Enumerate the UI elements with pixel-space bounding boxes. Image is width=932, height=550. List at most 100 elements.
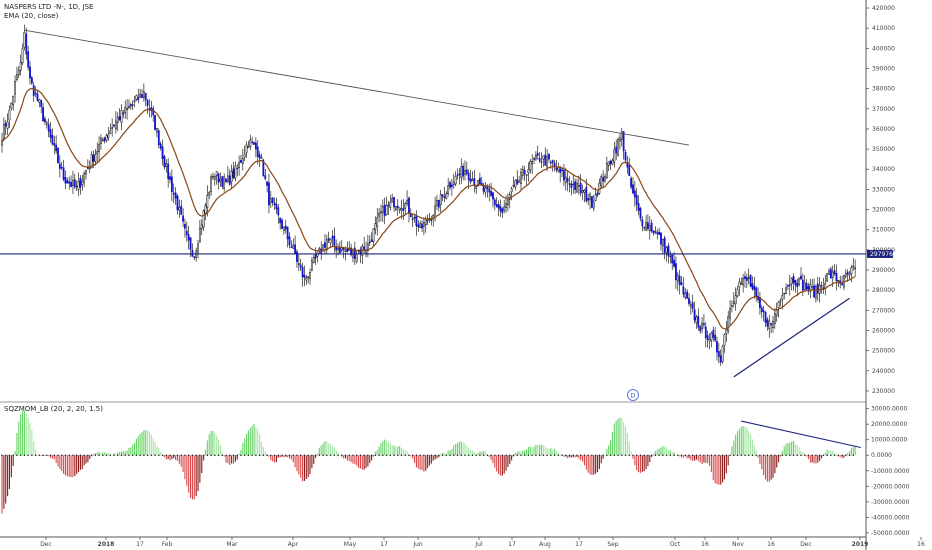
candle[interactable] — [128, 106, 130, 108]
candle[interactable] — [609, 160, 612, 165]
candle[interactable] — [393, 197, 395, 208]
candle[interactable] — [271, 197, 274, 203]
candle[interactable] — [488, 188, 491, 193]
candle[interactable] — [223, 176, 226, 189]
candle[interactable] — [551, 160, 554, 163]
candle[interactable] — [200, 224, 203, 229]
candle[interactable] — [835, 273, 838, 282]
candle[interactable] — [647, 222, 649, 229]
candle[interactable] — [103, 137, 106, 142]
candle[interactable] — [64, 177, 67, 184]
candle[interactable] — [331, 236, 334, 239]
candle[interactable] — [626, 161, 629, 168]
candle[interactable] — [747, 277, 750, 279]
candle[interactable] — [712, 330, 715, 338]
candle[interactable] — [731, 305, 733, 307]
candle[interactable] — [544, 154, 547, 166]
candle[interactable] — [383, 204, 386, 217]
candle[interactable] — [637, 203, 640, 211]
candle[interactable] — [548, 153, 550, 160]
candle[interactable] — [852, 265, 855, 268]
candle[interactable] — [144, 93, 147, 101]
candle[interactable] — [260, 157, 263, 159]
candle[interactable] — [561, 169, 563, 172]
candle[interactable] — [75, 185, 78, 188]
candle[interactable] — [279, 217, 282, 224]
candle[interactable] — [170, 176, 173, 192]
candle[interactable] — [533, 158, 535, 160]
candle[interactable] — [262, 159, 265, 177]
candle[interactable] — [680, 282, 683, 286]
candle[interactable] — [307, 276, 310, 279]
candle[interactable] — [850, 267, 853, 275]
candle[interactable] — [240, 159, 242, 163]
candle[interactable] — [495, 204, 498, 207]
candle[interactable] — [86, 167, 89, 169]
candle[interactable] — [174, 192, 177, 199]
candle[interactable] — [822, 287, 825, 289]
candle[interactable] — [507, 199, 509, 206]
candle[interactable] — [600, 176, 603, 187]
candle[interactable] — [676, 274, 679, 282]
candle[interactable] — [828, 270, 830, 275]
candle[interactable] — [656, 232, 659, 235]
candle[interactable] — [605, 162, 608, 179]
candle[interactable] — [370, 239, 373, 243]
candle[interactable] — [815, 285, 817, 299]
candle[interactable] — [348, 249, 351, 251]
candle[interactable] — [449, 182, 451, 188]
candle[interactable] — [159, 143, 162, 149]
candle[interactable] — [141, 94, 143, 98]
candle[interactable] — [759, 297, 761, 309]
candle[interactable] — [620, 131, 623, 140]
candle[interactable] — [717, 351, 720, 357]
candle[interactable] — [327, 238, 330, 241]
candle[interactable] — [249, 139, 252, 147]
candle[interactable] — [204, 205, 207, 214]
candle[interactable] — [535, 154, 537, 160]
candle[interactable] — [169, 176, 171, 180]
candle[interactable] — [505, 203, 507, 208]
candle[interactable] — [499, 206, 502, 212]
candle[interactable] — [611, 159, 614, 165]
candle[interactable] — [135, 95, 138, 100]
candle[interactable] — [12, 95, 15, 106]
candle[interactable] — [79, 177, 82, 188]
candle[interactable] — [305, 277, 308, 281]
candle[interactable] — [689, 304, 692, 307]
candle[interactable] — [437, 199, 440, 208]
candle[interactable] — [324, 242, 326, 248]
candle[interactable] — [374, 223, 377, 230]
candle[interactable] — [346, 248, 349, 252]
candle[interactable] — [697, 316, 700, 328]
candle[interactable] — [798, 277, 801, 286]
candle[interactable] — [617, 139, 619, 156]
candle[interactable] — [570, 183, 573, 188]
candle[interactable] — [749, 275, 752, 287]
candle[interactable] — [632, 184, 634, 194]
candle[interactable] — [254, 142, 257, 150]
price-pane[interactable]: D — [0, 24, 866, 401]
candle[interactable] — [520, 172, 522, 184]
candle[interactable] — [777, 302, 780, 308]
candle[interactable] — [585, 186, 588, 202]
candle[interactable] — [762, 310, 765, 313]
candle[interactable] — [591, 196, 593, 208]
candle[interactable] — [727, 316, 730, 332]
candle[interactable] — [482, 185, 485, 192]
candle[interactable] — [773, 313, 776, 324]
candle[interactable] — [792, 275, 795, 283]
candle[interactable] — [675, 263, 677, 281]
candle[interactable] — [178, 207, 181, 211]
candle[interactable] — [704, 326, 707, 339]
candle[interactable] — [411, 218, 414, 220]
candle[interactable] — [671, 254, 674, 264]
candle[interactable] — [527, 169, 530, 173]
candle[interactable] — [785, 287, 787, 295]
candle[interactable] — [751, 283, 754, 290]
candle[interactable] — [40, 100, 43, 108]
candle[interactable] — [602, 176, 605, 182]
candle[interactable] — [118, 115, 121, 121]
candle[interactable] — [555, 167, 558, 171]
candle[interactable] — [14, 81, 16, 95]
